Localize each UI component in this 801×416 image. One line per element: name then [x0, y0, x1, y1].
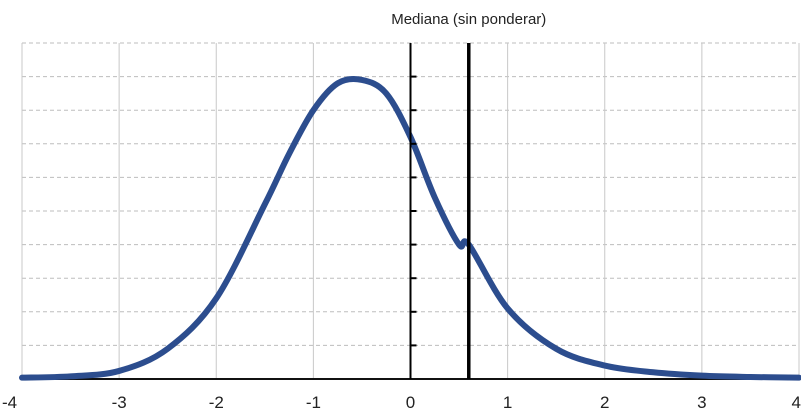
tick-labels: -4 -3 -2 -1 0 1 2 3 4	[2, 393, 801, 412]
x-tick-label: 0	[406, 393, 415, 412]
x-tick-label: 2	[600, 393, 609, 412]
median-annotation-label: Mediana (sin ponderar)	[391, 11, 546, 28]
density-curve	[19, 75, 801, 381]
x-tick-label: 1	[503, 393, 512, 412]
x-tick-label: 3	[697, 393, 706, 412]
annotations: Mediana (sin ponderar)	[391, 11, 546, 28]
x-tick-label: 4	[792, 393, 801, 412]
x-tick-label: -1	[306, 393, 321, 412]
series-group	[19, 75, 801, 381]
x-tick-label: -3	[112, 393, 127, 412]
x-tick-label: -2	[209, 393, 224, 412]
x-tick-label: -4	[2, 393, 17, 412]
vertical-lines	[409, 43, 471, 379]
